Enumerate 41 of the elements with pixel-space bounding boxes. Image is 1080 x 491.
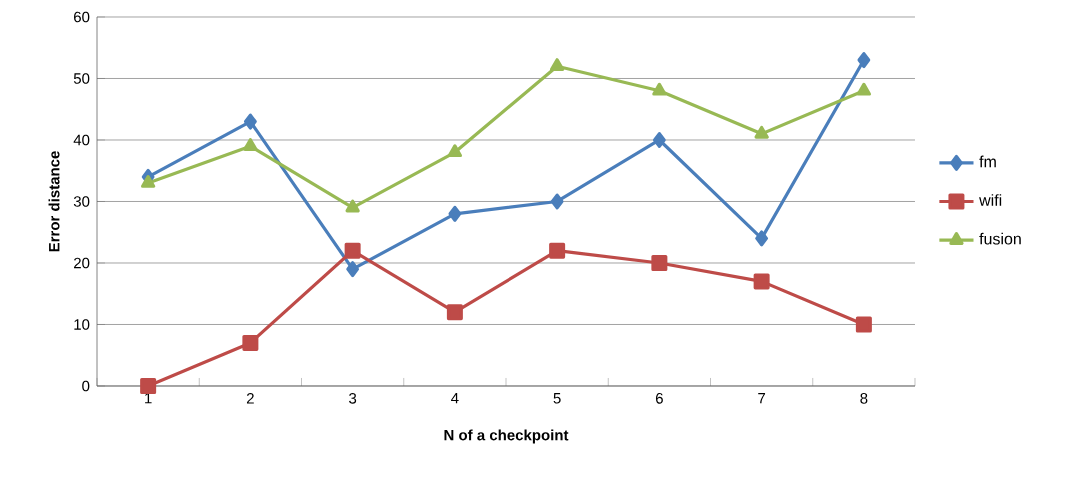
y-tick-label: 20 [74,257,90,269]
point [754,125,769,139]
point [140,175,156,188]
x-tick-label: 7 [758,393,766,404]
y-tick-label: 50 [73,73,90,84]
point [243,113,257,130]
x-tick-label: 8 [860,393,868,404]
y-tick-label: 0 [82,380,90,392]
x-tick-label: 6 [655,393,663,404]
point [549,242,566,259]
x-tick-label: 3 [349,393,357,404]
point [652,131,666,148]
x-tick-label: 4 [451,393,459,404]
x-tick-label: 5 [553,393,561,404]
point [755,230,769,247]
point [753,273,770,290]
y-tick-label: 60 [74,11,90,23]
point [550,193,564,210]
legend-label: wifi [979,194,1002,206]
y-tick-label: 40 [73,134,90,146]
y-tick-label: 30 [73,196,90,207]
x-tick-label: 2 [246,393,254,404]
point [855,316,872,333]
point [447,144,463,158]
legend-label: fm [979,155,996,168]
y-axis-title: Error distance [48,151,60,252]
point [856,82,872,96]
point [243,138,258,151]
point [652,82,667,96]
x-axis-title: N of a checkpoint [444,429,569,444]
point [446,304,463,321]
point [448,205,462,222]
point [346,261,360,278]
legend-label: fusion [979,232,1021,245]
point [549,58,565,71]
point [140,377,157,394]
point [242,334,259,351]
y-tick-label: 10 [74,319,90,330]
point [344,242,361,259]
point [651,254,668,271]
point [345,199,360,213]
